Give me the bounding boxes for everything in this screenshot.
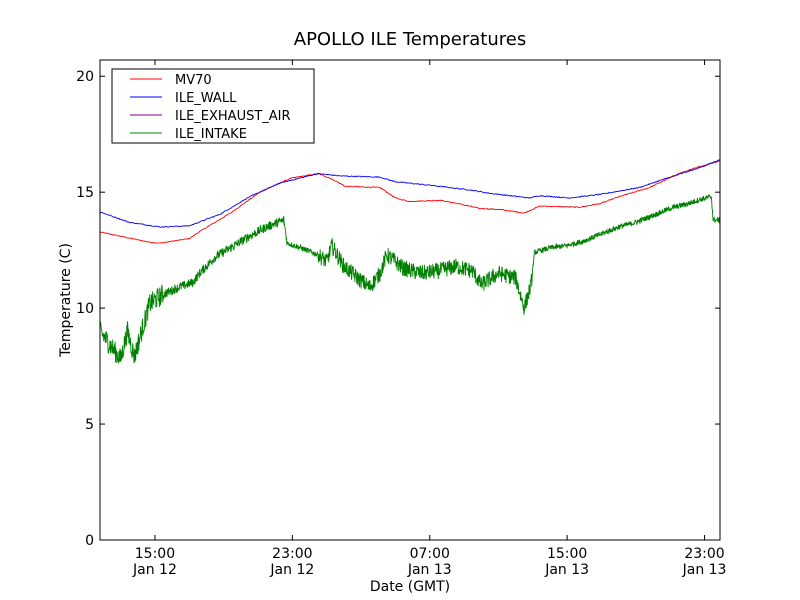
x-tick-label-time: 15:00 xyxy=(135,546,175,562)
x-tick-label-date: Jan 13 xyxy=(407,562,452,578)
legend-label: ILE_WALL xyxy=(175,91,237,106)
x-tick-label-date: Jan 12 xyxy=(132,562,177,578)
series-line-mv70 xyxy=(99,160,721,244)
y-tick-label: 5 xyxy=(85,417,94,433)
x-axis-label: Date (GMT) xyxy=(370,579,450,595)
x-tick-label-time: 23:00 xyxy=(272,546,312,562)
y-tick-label: 0 xyxy=(85,533,94,549)
legend-box xyxy=(111,68,315,144)
y-axis-label: Temperature (C) xyxy=(58,243,74,358)
legend-label: MV70 xyxy=(175,73,212,88)
axes-frame xyxy=(99,59,721,541)
series-line-ile-wall xyxy=(99,159,721,228)
x-tick-label-date: Jan 13 xyxy=(682,562,727,578)
legend-label: ILE_INTAKE xyxy=(175,127,247,142)
x-tick-label-time: 15:00 xyxy=(547,546,587,562)
y-tick-label: 10 xyxy=(76,301,94,317)
x-tick-label-date: Jan 13 xyxy=(544,562,589,578)
y-tick-label: 15 xyxy=(76,185,94,201)
x-tick-label-time: 07:00 xyxy=(410,546,450,562)
x-tick-label-date: Jan 12 xyxy=(269,562,314,578)
legend: MV70 ILE_WALL ILE_EXHAUST_AIR ILE_INTAKE xyxy=(111,68,315,144)
series-layer xyxy=(99,159,721,364)
y-tick-label: 20 xyxy=(76,69,94,85)
chart-title: APOLLO ILE Temperatures xyxy=(294,29,526,50)
legend-label: ILE_EXHAUST_AIR xyxy=(175,109,291,124)
series-line-ile-intake xyxy=(99,194,721,364)
x-tick-label-time: 23:00 xyxy=(684,546,724,562)
